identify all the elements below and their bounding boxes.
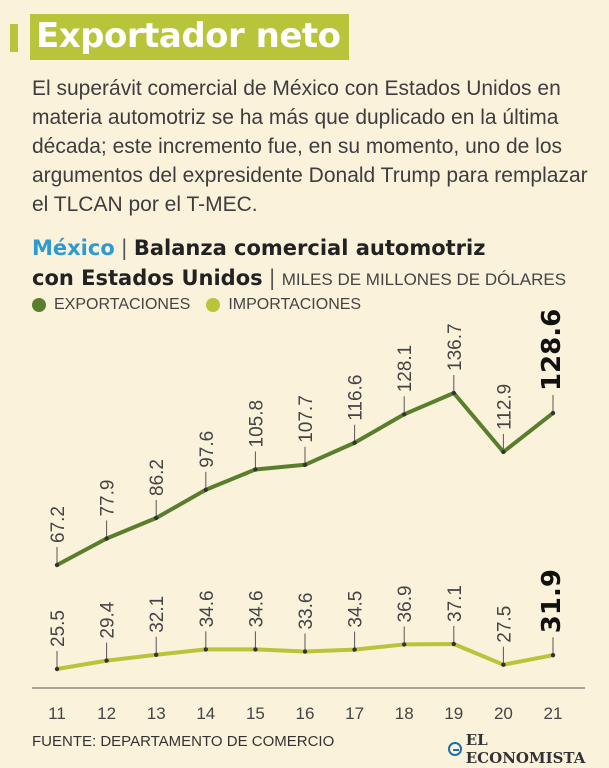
legend-item-imports: IMPORTACIONES: [206, 296, 361, 314]
x-tick-label: 17: [345, 704, 364, 723]
legend-label-imports: IMPORTACIONES: [228, 296, 362, 313]
data-point: [501, 449, 506, 455]
source-note: FUENTE: DEPARTAMENTO DE COMERCIO: [32, 733, 335, 750]
legend-dot-exports-icon: [32, 298, 46, 312]
data-point: [402, 412, 407, 417]
data-point: [253, 467, 258, 472]
data-point: [352, 647, 357, 652]
x-tick-label: 14: [196, 704, 215, 723]
data-label: 112.9: [494, 384, 515, 430]
chart-country: México: [32, 236, 115, 260]
data-point: [203, 487, 208, 492]
data-point: [154, 652, 159, 657]
data-label: 97.6: [197, 431, 218, 468]
intro-text: El superávit comercial de México con Est…: [32, 77, 588, 216]
x-tick-label: 18: [395, 704, 414, 723]
data-point: [402, 642, 407, 647]
data-label: 136.7: [445, 323, 466, 371]
data-point: [104, 658, 109, 663]
data-point: [451, 641, 456, 647]
data-point: [154, 515, 159, 521]
data-label: 86.2: [147, 459, 168, 496]
data-label: 77.9: [98, 480, 119, 517]
data-point: [501, 662, 506, 667]
data-label: 29.4: [98, 601, 119, 638]
chart-legend: EXPORTACIONES IMPORTACIONES: [32, 296, 377, 314]
x-tick-label: 20: [494, 704, 513, 723]
data-label: 34.5: [346, 591, 367, 628]
data-label: 116.6: [346, 375, 367, 421]
data-point: [302, 649, 308, 654]
chart-title: México | Balanza comercial automotriz con …: [32, 233, 602, 295]
data-point: [302, 462, 308, 467]
data-point: [253, 647, 258, 652]
data-label: 67.2: [48, 506, 69, 543]
data-label: 25.5: [48, 610, 69, 647]
x-tick-label: 19: [444, 704, 463, 723]
data-label: 34.6: [197, 590, 218, 627]
data-label: 32.1: [147, 596, 168, 633]
data-point: [54, 562, 60, 568]
data-label: 128.6: [537, 309, 567, 391]
publisher-logo: EL ECONOMISTA: [448, 731, 609, 767]
data-point: [203, 647, 208, 652]
data-label: 36.9: [395, 585, 416, 622]
data-label: 105.8: [246, 400, 267, 448]
title-accent-bar: [10, 24, 18, 52]
chart-unit: MILES DE MILLONES DE DÓLARES: [281, 270, 567, 289]
data-point: [54, 666, 60, 672]
data-point: [550, 653, 556, 658]
data-label: 31.9: [537, 569, 567, 633]
data-label: 128.1: [395, 345, 416, 393]
data-label: 34.6: [246, 590, 267, 627]
legend-item-exports: EXPORTACIONES: [32, 296, 190, 314]
data-point: [104, 536, 109, 541]
x-tick-label: 12: [97, 704, 116, 723]
logo-text: EL ECONOMISTA: [465, 731, 586, 767]
data-label: 37.1: [445, 585, 466, 622]
x-tick-label: 16: [296, 704, 315, 723]
legend-label-exports: EXPORTACIONES: [54, 296, 191, 313]
x-tick-label: 21: [544, 704, 563, 723]
logo-icon: [448, 742, 462, 756]
data-label: 27.5: [494, 606, 515, 643]
chart-title-second: con Estados Unidos: [32, 266, 263, 290]
chart-title-main: Balanza comercial automotriz: [133, 236, 486, 260]
legend-dot-imports-icon: [206, 298, 221, 312]
x-tick-label: 15: [246, 704, 265, 723]
chart-unit-separator: |: [268, 266, 276, 290]
chart-title-separator: |: [120, 236, 128, 260]
data-point: [352, 440, 357, 445]
x-tick-label: 13: [147, 704, 166, 723]
data-label: 107.7: [296, 395, 317, 443]
page-title: Exportador neto: [30, 14, 349, 60]
data-label: 33.6: [296, 593, 317, 630]
x-tick-label: 11: [48, 704, 66, 723]
data-point: [451, 390, 456, 396]
data-point: [550, 410, 556, 416]
